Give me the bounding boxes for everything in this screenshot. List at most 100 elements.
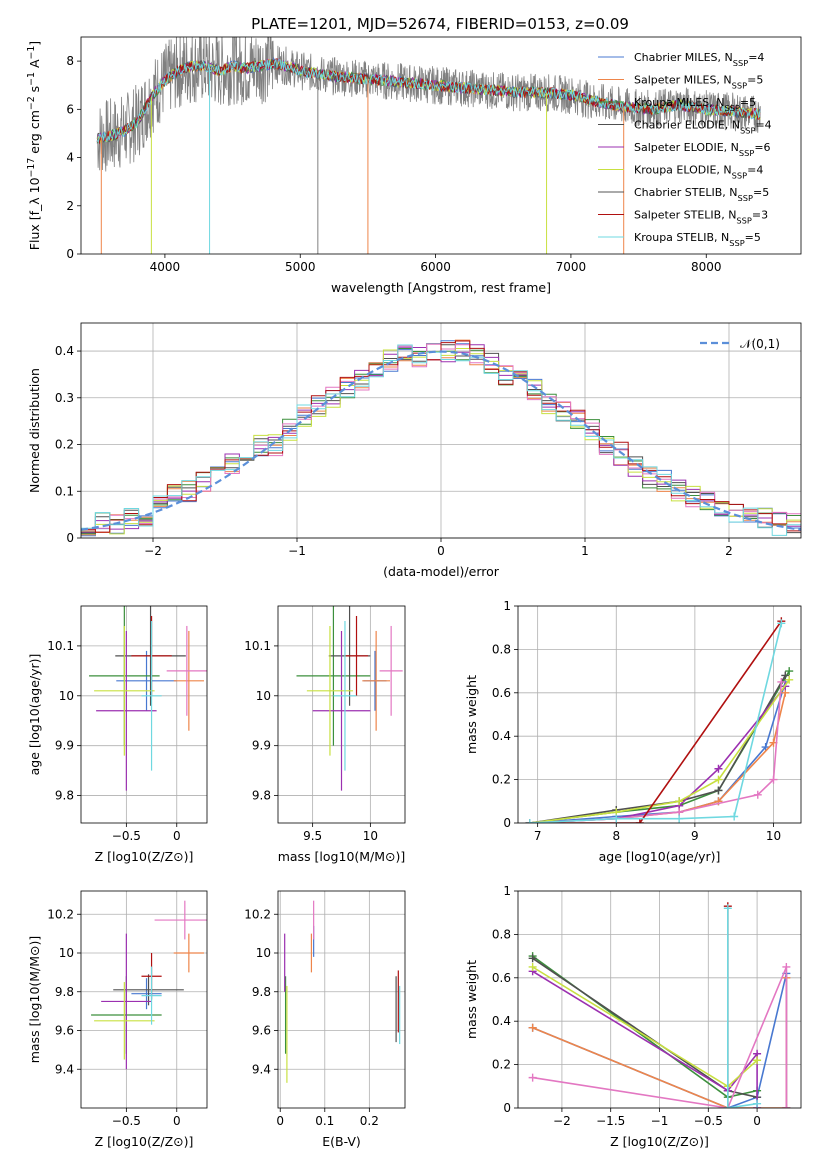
- error-bar-point: [296, 606, 371, 746]
- mass-weight-marker: [528, 962, 537, 971]
- legend-label: Chabrier STELIB, NSSP=5: [634, 186, 769, 203]
- x-tick-label: 0: [276, 1114, 284, 1128]
- x-tick-label: 4000: [150, 260, 181, 274]
- legend-label: Kroupa MILES, NSSP=5: [634, 96, 756, 113]
- mass-weight-marker: [753, 790, 762, 799]
- mass-weight-marker: [714, 764, 723, 773]
- axes-frame: [80, 890, 208, 1109]
- error-bar-point: [154, 900, 207, 940]
- error-bar-point: [306, 625, 354, 756]
- legend-label: Chabrier ELODIE, NSSP=4: [634, 119, 772, 136]
- error-bar-point: [141, 620, 162, 771]
- y-tick-label: 0.4: [492, 1014, 511, 1028]
- y-tick-label: 6: [66, 102, 74, 116]
- mass-weight-marker: [635, 819, 644, 823]
- y-tick-label: 10: [59, 946, 74, 960]
- y-tick-label: 1: [503, 599, 511, 613]
- y-tick-label: 1: [503, 884, 511, 898]
- mass-weight-marker: [525, 819, 534, 823]
- x-tick-label: 0: [753, 1114, 761, 1128]
- error-bar-point: [116, 650, 177, 711]
- mass-weight-line: [727, 908, 758, 1108]
- axes-frame: [517, 605, 802, 824]
- x-tick-label: 6000: [420, 260, 451, 274]
- plot-area-massweight_vs_age: [525, 617, 794, 823]
- mass-weight-line: [529, 623, 783, 823]
- y-tick-label: 9.8: [252, 985, 271, 999]
- mass-weight-marker: [753, 1099, 762, 1108]
- legend-label: Salpeter ELODIE, NSSP=6: [634, 141, 771, 158]
- axes-frame: [277, 605, 406, 824]
- x-tick-label: 5000: [285, 260, 316, 274]
- x-tick-label: 0: [437, 544, 445, 558]
- y-tick-label: 9.9: [55, 739, 74, 753]
- mass-weight-marker: [753, 1056, 762, 1065]
- x-tick-label: 9.5: [303, 829, 322, 843]
- x-axis-label: E(B-V): [322, 1134, 361, 1149]
- y-tick-label: 9.6: [55, 1024, 74, 1038]
- legend-label: Salpeter MILES, NSSP=5: [634, 74, 763, 91]
- mass-weight-marker: [612, 814, 621, 823]
- mass-weight-marker: [723, 1104, 732, 1108]
- x-axis-label: (data-model)/error: [383, 564, 500, 579]
- error-bar-point: [101, 933, 152, 1070]
- mass-weight-marker: [761, 743, 770, 752]
- y-axis-label: Normed distribution: [27, 368, 42, 493]
- panel-age_vs_Z: −0.5 0 9.8 9.9 10 10.1 Z [log10(Z/Z⊙)] age [log…: [27, 605, 208, 864]
- x-tick-label: −2: [144, 544, 162, 558]
- y-tick-label: 10.2: [244, 907, 271, 921]
- error-bar-point: [131, 978, 162, 1010]
- y-tick-label: 0.2: [492, 1058, 511, 1072]
- y-axis-label: mass weight: [464, 960, 479, 1039]
- x-tick-label: −0.5: [694, 1114, 723, 1128]
- panel-massweight_vs_Z: −2 −1.5 −1 −0.5 0 0 0.2 0.4 0.6 0.8 1 Z [log10(Z/Z⊙…: [464, 884, 802, 1149]
- error-bar-point: [379, 625, 403, 716]
- panel-residuals: −2 −1 0 1 2 0 0.1 0.2 0.3 0.4 (data-model)/error No…: [27, 322, 802, 579]
- normal-reference-curve: [81, 350, 801, 531]
- mass-weight-marker: [769, 775, 778, 784]
- error-bar-point: [141, 966, 162, 1025]
- plot-area-massweight_vs_Z: [528, 902, 791, 1108]
- mass-weight-line: [529, 620, 782, 823]
- mass-weight-marker: [714, 786, 723, 795]
- y-tick-label: 9.8: [252, 789, 271, 803]
- y-tick-label: 0: [66, 531, 74, 545]
- observed-spectrum: [96, 37, 761, 172]
- x-axis-label: wavelength [Angstrom, rest frame]: [331, 280, 551, 295]
- y-tick-label: 0.4: [55, 344, 74, 358]
- y-axis-label: Flux [f_λ 10−17 erg cm−2 s−1 A−1]: [26, 41, 43, 250]
- residual-histogram: [81, 340, 801, 533]
- x-tick-label: −2: [553, 1114, 571, 1128]
- plot-area-spectrum: [96, 37, 761, 254]
- plot-area-mass_vs_Z: [91, 900, 207, 1070]
- x-tick-label: −0.5: [112, 829, 141, 843]
- x-tick-label: 0: [173, 829, 181, 843]
- x-tick-label: 2: [725, 544, 733, 558]
- y-tick-label: 9.4: [55, 1062, 74, 1076]
- mass-weight-line: [532, 957, 758, 1098]
- error-bar-point: [333, 620, 357, 771]
- y-tick-label: 9.6: [252, 1024, 271, 1038]
- mass-weight-line: [529, 670, 790, 823]
- x-tick-label: 10: [363, 829, 378, 843]
- mass-weight-marker: [675, 797, 684, 806]
- legend-label: Kroupa STELIB, NSSP=5: [634, 231, 761, 248]
- y-tick-label: 10: [256, 689, 271, 703]
- y-tick-label: 10.1: [47, 639, 74, 653]
- y-tick-label: 9.4: [252, 1062, 271, 1076]
- error-bar-point: [113, 974, 184, 1006]
- y-tick-label: 0.4: [492, 729, 511, 743]
- x-tick-label: 0.1: [315, 1114, 334, 1128]
- mass-weight-marker: [785, 675, 794, 684]
- y-tick-label: 0: [66, 247, 74, 261]
- model-series: [96, 58, 761, 144]
- error-bar-point: [173, 630, 204, 731]
- mass-weight-marker: [782, 962, 791, 971]
- x-tick-label: −1: [288, 544, 306, 558]
- panel-mass_vs_Z: −0.5 0 9.4 9.6 9.8 10 10.2 Z [log10(Z/Z⊙)] mass …: [27, 890, 208, 1149]
- y-tick-label: 0: [503, 1101, 511, 1115]
- error-bar-point: [344, 615, 369, 696]
- y-tick-label: 0.6: [492, 971, 511, 985]
- x-axis-label: Z [log10(Z/Z⊙)]: [95, 849, 194, 864]
- y-axis-label: mass weight: [464, 675, 479, 754]
